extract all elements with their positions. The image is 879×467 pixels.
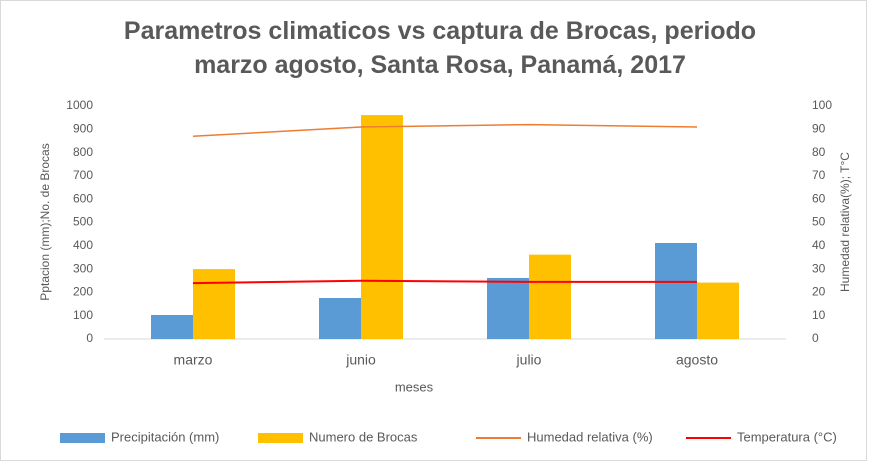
- legend-label: Precipitación (mm): [111, 429, 219, 444]
- line-series: [192, 123, 698, 138]
- y2-tick-label: 50: [812, 215, 826, 229]
- x-tick-label: julio: [516, 352, 542, 368]
- chart-title: Parametros climaticos vs captura de Broc…: [123, 17, 757, 79]
- legend-label: Humedad relativa (%): [527, 429, 653, 444]
- bar: [487, 277, 529, 339]
- bar: [655, 243, 697, 339]
- y2-tick-label: 10: [812, 308, 826, 322]
- y-axis-label: Pptacion (mm);No. de Brocas: [38, 143, 52, 300]
- line-series: [192, 279, 697, 285]
- y2-tick-label: 30: [812, 261, 826, 275]
- bar: [361, 115, 403, 339]
- y-tick-label: 600: [73, 191, 93, 205]
- legend-swatch: [258, 433, 303, 443]
- legend-swatch: [60, 433, 105, 443]
- y-tick-label: 100: [73, 308, 93, 322]
- y-tick-label: 900: [73, 121, 93, 135]
- y-tick-label: 400: [73, 238, 93, 252]
- y-tick-label: 700: [73, 168, 93, 182]
- y2-tick-label: 100: [812, 98, 832, 112]
- x-tick-label: marzo: [174, 352, 213, 368]
- y-tick-label: 200: [73, 285, 93, 299]
- y-tick-label: 1000: [66, 98, 93, 112]
- bar: [193, 269, 235, 339]
- y2-axis-label: Humedad relativa(%); T°C: [838, 152, 852, 292]
- bar: [529, 254, 571, 339]
- y2-tick-label: 0: [812, 331, 819, 345]
- y2-tick-label: 80: [812, 145, 826, 159]
- x-tick-label: agosto: [676, 352, 718, 368]
- x-tick-label: junio: [345, 352, 376, 368]
- y2-tick-label: 90: [812, 121, 826, 135]
- legend-label: Numero de Brocas: [309, 429, 418, 444]
- chart-border: [0, 0, 867, 461]
- y-tick-label: 0: [86, 331, 93, 345]
- y-tick-label: 500: [73, 215, 93, 229]
- y2-tick-label: 20: [812, 285, 826, 299]
- x-axis-label: meses: [395, 379, 434, 394]
- y-tick-label: 300: [73, 261, 93, 275]
- y-tick-label: 800: [73, 145, 93, 159]
- y2-tick-label: 60: [812, 191, 826, 205]
- bar: [319, 297, 361, 339]
- bar: [697, 282, 739, 339]
- y2-tick-label: 70: [812, 168, 826, 182]
- y2-tick-label: 40: [812, 238, 826, 252]
- legend-label: Temperatura (°C): [737, 429, 837, 444]
- bar: [151, 315, 193, 339]
